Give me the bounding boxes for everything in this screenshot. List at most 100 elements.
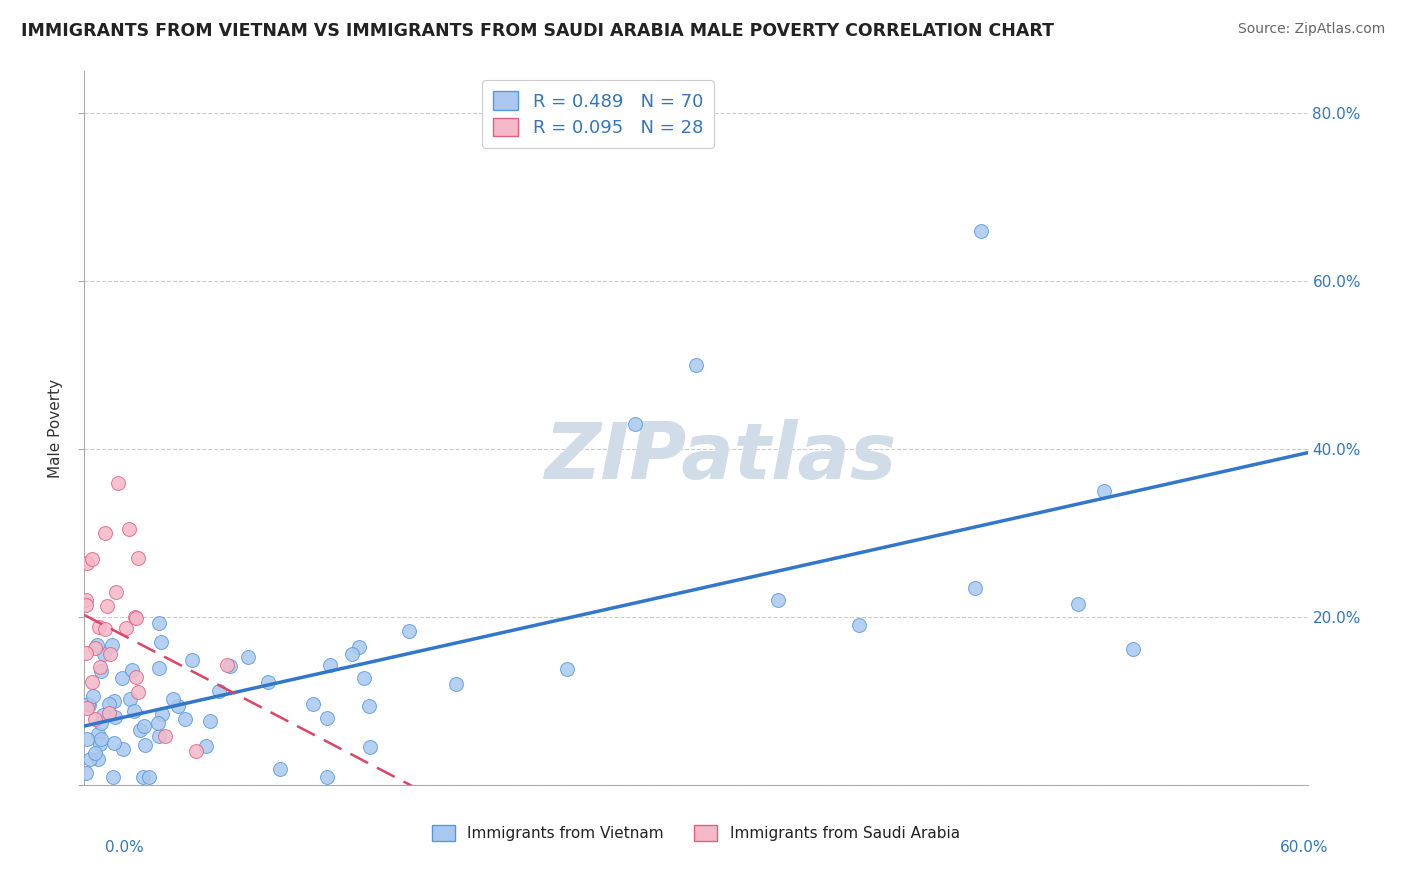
Point	[127, 551, 149, 566]
Point	[86, 638, 108, 652]
Point	[1092, 484, 1115, 499]
Point	[127, 685, 149, 699]
Point	[148, 661, 170, 675]
Point	[685, 358, 707, 372]
Point	[104, 710, 127, 724]
Point	[965, 581, 987, 595]
Point	[101, 638, 124, 652]
Point	[87, 620, 110, 634]
Point	[319, 657, 342, 672]
Point	[848, 618, 870, 632]
Point	[269, 762, 291, 776]
Point	[150, 707, 173, 722]
Point	[75, 766, 97, 780]
Point	[257, 674, 280, 689]
Point	[1066, 597, 1088, 611]
Point	[125, 611, 148, 625]
Text: 0.0%: 0.0%	[105, 840, 145, 855]
Point	[315, 711, 337, 725]
Point	[217, 657, 239, 672]
Point	[359, 739, 381, 754]
Point	[148, 729, 170, 743]
Point	[146, 716, 169, 731]
Point	[340, 647, 363, 661]
Point	[555, 662, 578, 676]
Point	[107, 475, 129, 490]
Point	[84, 640, 107, 655]
Point	[122, 705, 145, 719]
Point	[353, 671, 375, 685]
Point	[110, 671, 132, 685]
Point	[103, 693, 125, 707]
Point	[138, 770, 160, 784]
Point	[75, 646, 97, 660]
Point	[82, 689, 104, 703]
Point	[75, 593, 97, 607]
Point	[180, 653, 202, 667]
Point	[118, 522, 141, 536]
Point	[97, 697, 120, 711]
Point	[359, 699, 381, 714]
Point	[76, 701, 98, 715]
Point	[398, 624, 420, 638]
Point	[84, 712, 107, 726]
Point	[84, 746, 107, 760]
Point	[76, 556, 98, 570]
Point	[1122, 642, 1144, 657]
Legend: Immigrants from Vietnam, Immigrants from Saudi Arabia: Immigrants from Vietnam, Immigrants from…	[425, 817, 967, 848]
Point	[208, 683, 231, 698]
Point	[96, 599, 118, 613]
Point	[77, 698, 100, 712]
Point	[90, 732, 112, 747]
Point	[105, 585, 128, 599]
Point	[98, 648, 121, 662]
Point	[76, 732, 98, 747]
Point	[184, 744, 207, 758]
Point	[129, 723, 152, 738]
Point	[238, 649, 260, 664]
Point	[89, 659, 111, 673]
Point	[77, 697, 100, 711]
Point	[90, 715, 112, 730]
Text: ZIPatlas: ZIPatlas	[544, 418, 897, 495]
Point	[124, 610, 146, 624]
Text: Source: ZipAtlas.com: Source: ZipAtlas.com	[1237, 22, 1385, 37]
Point	[148, 615, 170, 630]
Point	[87, 752, 110, 766]
Point	[302, 697, 325, 711]
Point	[149, 635, 172, 649]
Point	[766, 593, 789, 607]
Point	[94, 622, 117, 636]
Text: 60.0%: 60.0%	[1281, 840, 1329, 855]
Point	[120, 691, 142, 706]
Point	[195, 739, 218, 753]
Point	[101, 770, 124, 784]
Point	[316, 770, 339, 784]
Point	[93, 648, 115, 662]
Y-axis label: Male Poverty: Male Poverty	[48, 378, 63, 478]
Point	[624, 417, 647, 431]
Point	[79, 752, 101, 766]
Point	[970, 224, 993, 238]
Point	[94, 526, 117, 541]
Point	[115, 621, 138, 635]
Point	[80, 552, 103, 566]
Point	[103, 736, 125, 750]
Point	[75, 599, 97, 613]
Point	[98, 706, 121, 720]
Point	[444, 677, 467, 691]
Point	[198, 714, 221, 729]
Point	[134, 718, 156, 732]
Point	[219, 659, 242, 673]
Point	[89, 737, 111, 751]
Point	[87, 727, 110, 741]
Point	[80, 674, 103, 689]
Point	[155, 729, 177, 743]
Point	[111, 742, 134, 756]
Point	[134, 738, 156, 752]
Point	[347, 640, 370, 655]
Point	[121, 663, 143, 677]
Point	[132, 770, 155, 784]
Point	[90, 665, 112, 679]
Point	[167, 699, 190, 714]
